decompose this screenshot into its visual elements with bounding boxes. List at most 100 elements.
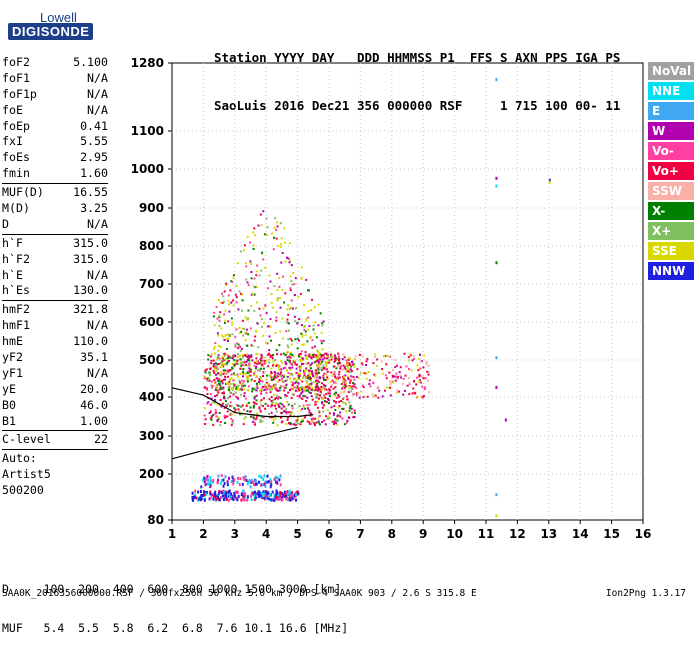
echo-point xyxy=(220,405,223,408)
echo-point xyxy=(260,224,263,227)
echo-point xyxy=(256,322,259,325)
echo-point xyxy=(374,394,377,397)
echo-point xyxy=(269,485,272,489)
echo-point xyxy=(336,423,339,426)
echo-point xyxy=(321,421,323,424)
param-value: 22 xyxy=(94,432,108,447)
echo-point xyxy=(217,344,220,347)
echo-point xyxy=(255,417,258,420)
echo-point xyxy=(244,373,247,376)
echo-point xyxy=(290,380,293,383)
echo-point xyxy=(250,355,253,358)
echo-point xyxy=(347,368,350,371)
echo-point xyxy=(221,489,224,493)
echo-point xyxy=(342,386,345,388)
echo-point xyxy=(495,493,498,497)
echo-point xyxy=(290,493,293,497)
echo-point xyxy=(285,423,288,425)
echo-point xyxy=(218,412,221,414)
echo-point xyxy=(421,396,424,399)
echo-point xyxy=(281,374,284,377)
echo-point xyxy=(302,375,305,378)
echo-point xyxy=(253,227,256,230)
echo-point xyxy=(416,396,419,399)
echo-point xyxy=(322,375,325,378)
echo-point xyxy=(335,397,338,399)
echo-point xyxy=(260,389,263,392)
echo-point xyxy=(223,416,226,419)
echo-point xyxy=(227,498,230,502)
echo-point xyxy=(260,475,263,479)
echo-point xyxy=(418,380,421,383)
echo-point xyxy=(326,355,329,358)
echo-point xyxy=(201,493,204,497)
echo-point xyxy=(288,498,291,502)
echo-point xyxy=(365,372,368,375)
echo-point xyxy=(269,325,272,328)
echo-point xyxy=(328,402,330,405)
echo-point xyxy=(318,351,321,354)
echo-point xyxy=(299,423,302,426)
legend-item: SSW xyxy=(648,182,694,200)
echo-point xyxy=(284,380,287,382)
echo-point xyxy=(246,380,249,383)
echo-point xyxy=(217,299,220,302)
echo-point xyxy=(246,371,249,374)
echo-point xyxy=(313,422,316,425)
echo-point xyxy=(315,383,318,386)
echo-point xyxy=(256,415,259,418)
echo-point xyxy=(301,380,304,383)
echo-point xyxy=(242,364,245,367)
echo-point xyxy=(286,400,289,403)
echo-point xyxy=(287,346,290,349)
echo-point xyxy=(225,405,228,408)
echo-point xyxy=(353,409,356,412)
echo-point xyxy=(233,494,236,498)
echo-point xyxy=(314,374,317,377)
echo-point xyxy=(294,338,297,341)
echo-point xyxy=(246,495,249,499)
autoscaling-info: Artist5 xyxy=(2,467,51,482)
echo-point xyxy=(262,397,265,400)
echo-point xyxy=(291,404,294,407)
echo-point xyxy=(266,387,269,390)
echo-point xyxy=(305,380,308,383)
echo-point xyxy=(256,492,259,496)
echo-point xyxy=(377,386,380,389)
echo-point xyxy=(224,358,227,361)
echo-point xyxy=(495,176,498,180)
echo-point xyxy=(279,483,282,487)
echo-point xyxy=(276,491,279,495)
echo-point xyxy=(208,379,211,382)
echo-point xyxy=(253,417,256,420)
echo-point xyxy=(200,493,203,497)
echo-point xyxy=(342,353,345,356)
echo-point xyxy=(356,391,359,394)
echo-point xyxy=(240,330,243,333)
echo-point xyxy=(495,184,498,188)
echo-point xyxy=(222,369,225,372)
echo-point xyxy=(333,357,336,360)
echo-point xyxy=(300,363,303,365)
echo-point xyxy=(260,363,263,366)
x-tick-label: 1 xyxy=(168,527,176,541)
param-value: 3.25 xyxy=(80,201,108,216)
echo-point xyxy=(315,421,318,424)
echo-point xyxy=(249,368,252,371)
echo-point xyxy=(294,423,297,426)
echo-point xyxy=(264,480,267,484)
echo-point xyxy=(260,361,263,364)
echo-point xyxy=(284,292,287,295)
echo-point xyxy=(249,415,252,418)
echo-point xyxy=(279,494,282,498)
echo-point xyxy=(316,396,319,399)
echo-point xyxy=(212,370,215,372)
echo-point xyxy=(316,364,319,367)
echo-point xyxy=(354,411,356,414)
echo-point xyxy=(214,398,217,401)
echo-point xyxy=(317,358,320,361)
echo-point xyxy=(217,391,220,394)
echo-point xyxy=(264,484,267,488)
echo-point xyxy=(218,379,221,382)
echo-point xyxy=(308,421,311,424)
